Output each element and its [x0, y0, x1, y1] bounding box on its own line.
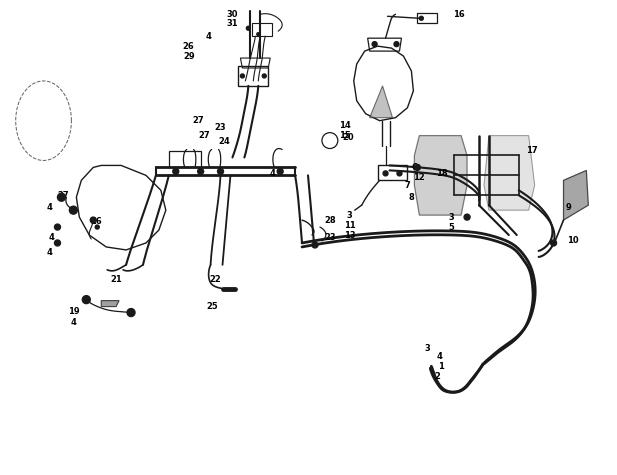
- Text: 25: 25: [207, 302, 218, 311]
- Circle shape: [415, 164, 420, 171]
- Text: 16: 16: [453, 10, 465, 19]
- Text: 31: 31: [226, 19, 238, 28]
- Circle shape: [82, 295, 90, 304]
- Text: 3: 3: [449, 213, 454, 222]
- Text: 4: 4: [436, 352, 442, 361]
- Text: 8: 8: [408, 193, 414, 202]
- Text: 28: 28: [324, 216, 336, 225]
- Circle shape: [246, 26, 251, 30]
- Text: 4: 4: [205, 32, 212, 41]
- Text: 7: 7: [405, 181, 410, 190]
- Text: 4: 4: [47, 203, 52, 212]
- Polygon shape: [415, 135, 467, 215]
- Polygon shape: [563, 171, 589, 220]
- Text: 14: 14: [339, 121, 350, 130]
- Text: 27: 27: [199, 131, 210, 140]
- Circle shape: [95, 225, 99, 229]
- Circle shape: [241, 74, 244, 78]
- Circle shape: [69, 206, 77, 214]
- Circle shape: [257, 33, 260, 36]
- Text: 10: 10: [566, 237, 578, 246]
- Circle shape: [54, 240, 60, 246]
- Text: 17: 17: [526, 146, 537, 155]
- Circle shape: [173, 169, 179, 174]
- Text: 6: 6: [412, 163, 417, 172]
- Circle shape: [383, 171, 388, 176]
- Text: 29: 29: [183, 52, 194, 61]
- Text: 26: 26: [183, 42, 194, 51]
- Text: 4: 4: [47, 248, 52, 257]
- Text: 4: 4: [70, 318, 77, 327]
- Text: 12: 12: [413, 173, 425, 182]
- Text: 27: 27: [193, 116, 204, 125]
- Text: 30: 30: [226, 10, 238, 19]
- Text: 13: 13: [344, 230, 355, 239]
- Circle shape: [372, 42, 377, 47]
- Circle shape: [54, 224, 60, 230]
- Text: 22: 22: [210, 275, 222, 284]
- Circle shape: [420, 16, 423, 20]
- Text: 26: 26: [90, 217, 102, 226]
- Circle shape: [197, 169, 204, 174]
- Circle shape: [127, 309, 135, 316]
- Text: 11: 11: [344, 220, 355, 229]
- Circle shape: [394, 42, 399, 47]
- Text: 2: 2: [434, 371, 440, 380]
- Polygon shape: [484, 135, 535, 210]
- Text: 20: 20: [342, 133, 354, 142]
- Text: 23: 23: [215, 123, 226, 132]
- Circle shape: [397, 171, 402, 176]
- Circle shape: [57, 193, 65, 201]
- Text: 24: 24: [218, 137, 230, 146]
- Text: 3: 3: [347, 210, 353, 219]
- Circle shape: [90, 217, 96, 223]
- Text: 19: 19: [68, 307, 79, 316]
- Text: 15: 15: [339, 131, 350, 140]
- Circle shape: [218, 169, 223, 174]
- Text: 4: 4: [269, 169, 275, 178]
- Text: 4: 4: [49, 232, 54, 241]
- Text: 3: 3: [424, 344, 430, 353]
- Text: 23: 23: [324, 232, 336, 241]
- Circle shape: [312, 242, 318, 248]
- Text: 18: 18: [436, 169, 448, 178]
- Text: 27: 27: [57, 191, 69, 200]
- Circle shape: [550, 240, 557, 246]
- Text: 21: 21: [110, 275, 122, 284]
- Text: 5: 5: [448, 223, 454, 231]
- Circle shape: [262, 74, 267, 78]
- Text: 1: 1: [438, 362, 444, 371]
- Polygon shape: [101, 301, 119, 306]
- Text: 9: 9: [566, 203, 571, 212]
- Circle shape: [277, 169, 283, 174]
- Polygon shape: [370, 86, 392, 118]
- Circle shape: [464, 214, 470, 220]
